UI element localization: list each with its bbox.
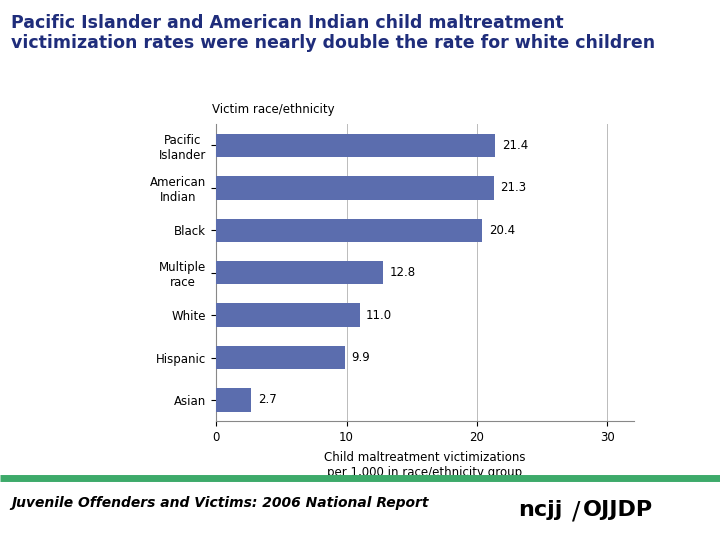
Text: 21.4: 21.4 <box>502 139 528 152</box>
Text: ncjj: ncjj <box>518 500 563 519</box>
Text: Pacific Islander and American Indian child maltreatment
victimization rates were: Pacific Islander and American Indian chi… <box>11 14 655 52</box>
Text: Juvenile Offenders and Victims: 2006 National Report: Juvenile Offenders and Victims: 2006 Nat… <box>11 496 428 510</box>
Bar <box>216 176 494 199</box>
Bar <box>216 388 251 411</box>
Bar <box>216 303 359 327</box>
Bar <box>216 134 495 157</box>
Text: OJJDP: OJJDP <box>583 500 653 519</box>
Text: 21.3: 21.3 <box>500 181 526 194</box>
Text: /: / <box>572 500 581 523</box>
Text: 11.0: 11.0 <box>366 309 392 322</box>
Text: Victim race/ethnicity: Victim race/ethnicity <box>212 103 335 116</box>
Bar <box>216 346 345 369</box>
Text: 2.7: 2.7 <box>258 394 276 407</box>
Text: 12.8: 12.8 <box>390 266 415 279</box>
Bar <box>216 261 383 285</box>
X-axis label: Child maltreatment victimizations
per 1,000 in race/ethnicity group: Child maltreatment victimizations per 1,… <box>324 451 526 479</box>
Text: 20.4: 20.4 <box>489 224 515 237</box>
Text: 9.9: 9.9 <box>351 351 371 364</box>
Bar <box>216 219 482 242</box>
